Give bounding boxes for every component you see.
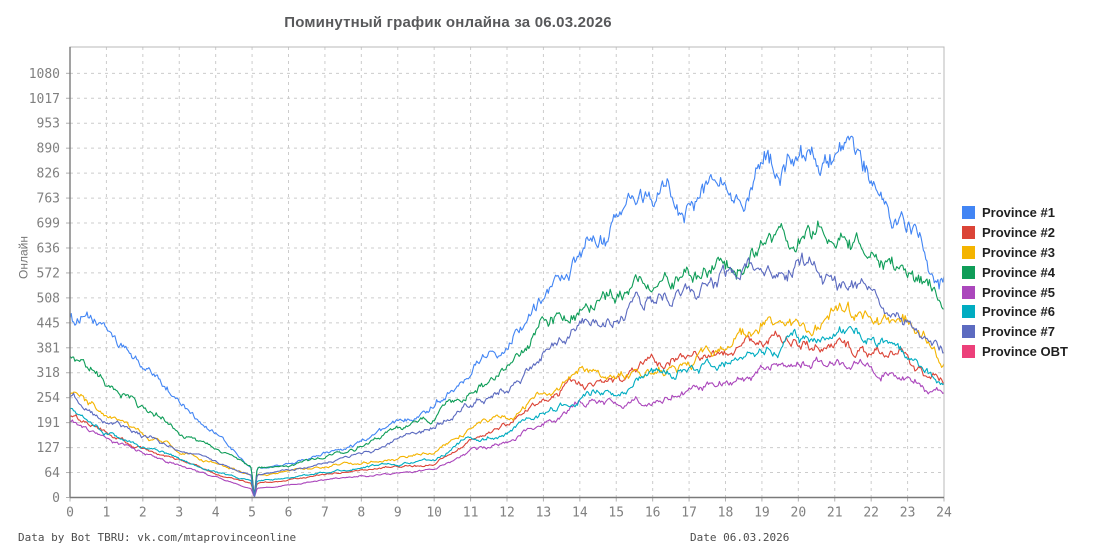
legend-label: Province #7 (982, 324, 1055, 340)
x-tick-label: 6 (285, 506, 293, 521)
x-tick-label: 5 (248, 506, 256, 521)
x-tick-label: 11 (463, 506, 479, 521)
legend-item-province-7[interactable]: Province #7 (962, 322, 1068, 342)
legend-item-province-5[interactable]: Province #5 (962, 282, 1068, 302)
y-tick-label: 318 (37, 366, 60, 381)
legend-label: Province #3 (982, 244, 1055, 260)
x-tick-label: 22 (863, 506, 879, 521)
x-tick-label: 15 (608, 506, 624, 521)
series-lines (69, 135, 945, 499)
x-tick-label: 24 (936, 506, 952, 521)
x-tick-label: 23 (900, 506, 916, 521)
legend-item-province-2[interactable]: Province #2 (962, 223, 1068, 243)
series-line-province-2 (69, 330, 945, 497)
x-tick-label: 2 (139, 506, 147, 521)
x-tick-label: 7 (321, 506, 329, 521)
x-tick-label: 9 (394, 506, 402, 521)
y-tick-label: 127 (37, 441, 60, 456)
x-tick-label: 14 (572, 506, 588, 521)
series-line-province-1 (69, 135, 945, 496)
x-tick-label: 8 (357, 506, 365, 521)
y-tick-label: 699 (37, 217, 60, 232)
legend-label: Province #5 (982, 284, 1055, 300)
legend-item-province-6[interactable]: Province #6 (962, 302, 1068, 322)
legend-swatch (962, 245, 975, 259)
x-tick-label: 18 (718, 506, 734, 521)
legend-swatch (962, 344, 975, 358)
x-tick-label: 3 (175, 506, 183, 521)
y-tick-label: 763 (37, 192, 60, 207)
legend-item-province-4[interactable]: Province #4 (962, 262, 1068, 282)
y-tick-label: 64 (44, 466, 60, 481)
footer-credit: Data by Bot TBRU: vk.com/mtaprovinceonli… (18, 531, 297, 544)
x-tick-label: 12 (499, 506, 515, 521)
legend-swatch (962, 206, 975, 220)
y-tick-label: 445 (37, 316, 60, 331)
y-tick-label: 826 (37, 167, 60, 182)
y-tick-label: 1080 (29, 67, 60, 82)
y-tick-label: 0 (52, 491, 60, 506)
legend-label: Province #6 (982, 304, 1055, 320)
legend: Province #1 Province #2 Province #3 Provinc… (962, 203, 1068, 361)
x-tick-label: 0 (66, 506, 74, 521)
x-tick-label: 16 (645, 506, 661, 521)
legend-swatch (962, 305, 975, 319)
axes (66, 46, 945, 502)
x-tick-label: 13 (536, 506, 552, 521)
y-tick-label: 636 (37, 241, 60, 256)
x-tick-label: 19 (754, 506, 770, 521)
x-tick-label: 4 (212, 506, 220, 521)
x-tick-label: 21 (827, 506, 843, 521)
tick-labels: 0641271912543183814455085726366997638268… (29, 67, 952, 521)
legend-swatch (962, 265, 975, 279)
series-line-province-7 (69, 252, 945, 497)
legend-label: Province #1 (982, 205, 1055, 221)
y-tick-label: 508 (37, 291, 60, 306)
legend-label: Province OBT (982, 343, 1068, 359)
legend-swatch (962, 325, 975, 339)
legend-item-province-1[interactable]: Province #1 (962, 203, 1068, 223)
x-tick-label: 1 (103, 506, 111, 521)
series-line-province-4 (69, 220, 945, 496)
x-tick-label: 20 (791, 506, 807, 521)
series-line-province-5 (69, 356, 945, 498)
y-tick-label: 191 (37, 416, 60, 431)
legend-label: Province #2 (982, 225, 1055, 241)
x-tick-label: 17 (681, 506, 697, 521)
chart-title: Поминутный график онлайна за 06.03.2026 (284, 14, 612, 31)
series-line-province-6 (69, 326, 945, 497)
footer-date: Date 06.03.2026 (690, 531, 790, 544)
y-tick-label: 1017 (29, 92, 60, 107)
x-tick-label: 10 (426, 506, 442, 521)
legend-swatch (962, 285, 975, 299)
gridlines (69, 47, 945, 498)
legend-label: Province #4 (982, 264, 1055, 280)
y-tick-label: 953 (37, 117, 60, 132)
y-tick-label: 381 (37, 341, 60, 356)
legend-item-province-3[interactable]: Province #3 (962, 243, 1068, 263)
y-tick-label: 254 (37, 391, 61, 406)
legend-item-province-obt[interactable]: Province OBT (962, 342, 1068, 362)
y-tick-label: 890 (37, 142, 60, 157)
legend-swatch (962, 226, 975, 240)
y-tick-label: 572 (37, 266, 60, 281)
series-line-province-3 (69, 301, 945, 497)
